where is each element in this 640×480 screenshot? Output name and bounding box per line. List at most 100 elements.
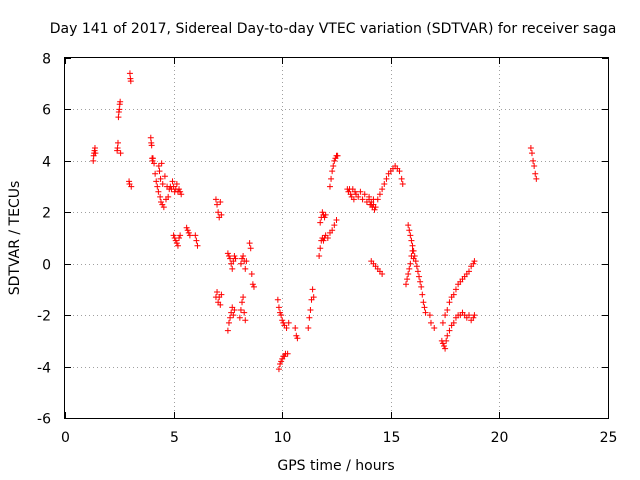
data-point xyxy=(242,317,249,324)
data-point xyxy=(215,209,222,216)
data-point xyxy=(284,350,291,357)
data-point xyxy=(149,155,156,162)
data-point xyxy=(177,188,184,195)
data-point xyxy=(237,307,244,313)
x-tick-label: 20 xyxy=(491,430,509,446)
data-point xyxy=(279,317,286,324)
data-point xyxy=(178,191,185,198)
data-point xyxy=(232,255,239,262)
data-point xyxy=(381,181,388,187)
data-point xyxy=(442,345,449,352)
data-point xyxy=(407,260,414,267)
data-point xyxy=(173,240,180,247)
grid xyxy=(65,58,608,418)
data-point xyxy=(532,170,539,177)
data-point xyxy=(248,271,255,277)
data-point xyxy=(355,193,362,200)
data-point xyxy=(225,319,232,326)
x-tick-label: 10 xyxy=(274,430,292,446)
data-point xyxy=(309,286,316,293)
data-point xyxy=(413,263,420,270)
y-tick-label: 0 xyxy=(42,258,51,274)
data-point xyxy=(117,150,124,157)
x-tick-label: 0 xyxy=(61,430,70,446)
data-point xyxy=(155,188,162,195)
data-point xyxy=(174,242,181,249)
data-point xyxy=(528,150,535,157)
data-point xyxy=(399,181,406,187)
data-point xyxy=(320,237,327,244)
data-point xyxy=(90,157,97,164)
data-point xyxy=(442,312,449,319)
data-point xyxy=(439,340,446,347)
data-point xyxy=(225,253,232,259)
data-point xyxy=(158,160,165,167)
data-point xyxy=(278,358,285,365)
data-point xyxy=(231,307,238,313)
data-point xyxy=(439,319,446,326)
data-point xyxy=(280,319,287,326)
data-point xyxy=(285,319,292,326)
data-point xyxy=(241,309,248,316)
data-point xyxy=(294,335,301,342)
plot-frame xyxy=(64,57,609,419)
data-point xyxy=(186,232,193,239)
data-point xyxy=(324,235,331,241)
data-point xyxy=(151,160,158,167)
data-point xyxy=(177,232,184,239)
data-point xyxy=(319,209,326,216)
data-point xyxy=(236,314,243,321)
data-point xyxy=(305,325,312,331)
data-point xyxy=(217,301,224,308)
data-point xyxy=(426,312,433,319)
data-point xyxy=(227,314,234,321)
data-point xyxy=(185,229,192,236)
data-point xyxy=(214,201,221,208)
data-point xyxy=(224,250,231,257)
data-point xyxy=(218,291,225,298)
data-point xyxy=(412,258,419,265)
data-point xyxy=(441,343,448,349)
data-point xyxy=(383,175,390,182)
data-point xyxy=(114,145,121,151)
data-point xyxy=(283,325,290,331)
data-point xyxy=(421,304,428,311)
data-point xyxy=(322,211,329,218)
data-point xyxy=(405,271,412,277)
data-point xyxy=(452,286,459,293)
data-point xyxy=(293,332,300,339)
data-point xyxy=(115,114,122,121)
x-tick-label: 5 xyxy=(170,430,179,446)
data-point xyxy=(416,273,423,280)
data-point xyxy=(147,134,154,141)
data-point xyxy=(249,281,256,288)
data-point xyxy=(376,191,383,198)
data-point xyxy=(218,211,225,218)
data-point xyxy=(465,312,472,319)
data-point xyxy=(156,168,163,175)
data-point xyxy=(326,183,333,190)
data-point xyxy=(214,289,221,295)
data-point xyxy=(243,258,250,265)
data-point xyxy=(379,186,386,193)
data-point xyxy=(422,309,429,316)
data-point xyxy=(128,183,135,190)
data-point xyxy=(329,168,336,175)
data-point xyxy=(246,240,253,247)
data-point xyxy=(184,227,191,234)
data-point xyxy=(444,307,451,313)
data-point xyxy=(127,78,134,85)
data-point xyxy=(321,214,328,221)
data-point xyxy=(153,178,160,185)
data-point xyxy=(331,222,338,229)
data-point xyxy=(161,173,168,180)
data-point xyxy=(194,242,201,249)
data-point xyxy=(212,196,219,203)
y-tick-label: 4 xyxy=(42,155,51,171)
data-point xyxy=(531,163,538,169)
data-point xyxy=(357,188,364,195)
data-point xyxy=(419,291,426,298)
data-point xyxy=(92,150,99,157)
data-point xyxy=(417,278,424,285)
data-point xyxy=(471,258,478,265)
